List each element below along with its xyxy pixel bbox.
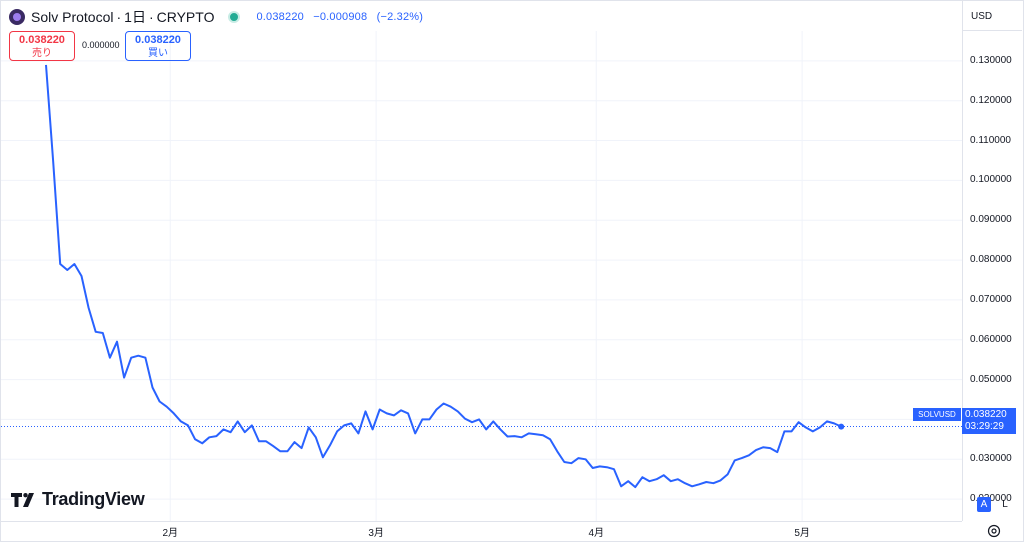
buy-price: 0.038220 [135,34,181,46]
interval-label[interactable]: 1日 [124,9,146,25]
symbol-title[interactable]: Solv Protocol [31,9,114,25]
price-axis-border [962,31,963,521]
price-tick-label: 0.070000 [970,293,1012,305]
settings-gear-icon[interactable] [986,523,1002,539]
price-tick-label: 0.110000 [970,134,1011,146]
market-status-icon[interactable] [228,11,241,23]
quote-values: 0.038220 −0.000908 (−2.32%) [256,11,429,23]
bar-countdown: 03:29:29 [965,421,1004,432]
brand-name: TradingView [42,489,145,509]
symbol-price-tag: SOLVUSD [913,408,961,421]
buy-button[interactable]: 0.038220 買い [125,31,191,61]
title-separator-2: · [148,9,154,25]
last-price-marker [838,423,845,430]
price-change: −0.000908 [313,11,368,23]
time-tick-label: 3月 [368,528,384,539]
time-tick-label: 5月 [794,528,810,539]
price-tick-label: 0.090000 [970,214,1012,226]
time-tick-label: 4月 [588,528,605,539]
price-tick-label: 0.050000 [970,373,1012,385]
price-tick-label: 0.030000 [970,453,1012,465]
last-price-tag: 0.038220 03:29:29 [962,408,1016,434]
title-separator: · [116,9,122,25]
price-series-line [45,64,842,489]
currency-selector[interactable]: USD [962,0,1022,31]
tradingview-logo-icon [11,492,34,507]
tradingview-brand[interactable]: TradingView [11,489,145,510]
price-tick-label: 0.120000 [970,94,1012,106]
price-tick-label: 0.130000 [970,54,1012,66]
time-axis-border [0,521,962,522]
price-change-pct: (−2.32%) [376,11,424,23]
last-price-tag-value: 0.038220 [965,409,1007,420]
symbol-header: Solv Protocol · 1日 · CRYPTO 0.038220 −0.… [9,7,429,27]
log-scale-button[interactable]: L [1002,499,1008,510]
last-price: 0.038220 [256,11,304,23]
sell-price: 0.038220 [19,34,65,46]
auto-scale-button[interactable]: A [977,497,991,512]
time-tick-label: 2月 [162,528,179,539]
sell-button[interactable]: 0.038220 売り [9,31,75,61]
spread-value: 0.000000 [82,40,120,50]
sell-label: 売り [32,48,52,59]
exchange-label: CRYPTO [156,9,215,25]
solv-logo-icon [9,9,25,25]
price-tick-label: 0.080000 [970,254,1012,266]
buy-label: 買い [148,48,168,59]
price-tick-label: 0.100000 [970,174,1012,186]
price-tick-label: 0.060000 [970,333,1012,345]
